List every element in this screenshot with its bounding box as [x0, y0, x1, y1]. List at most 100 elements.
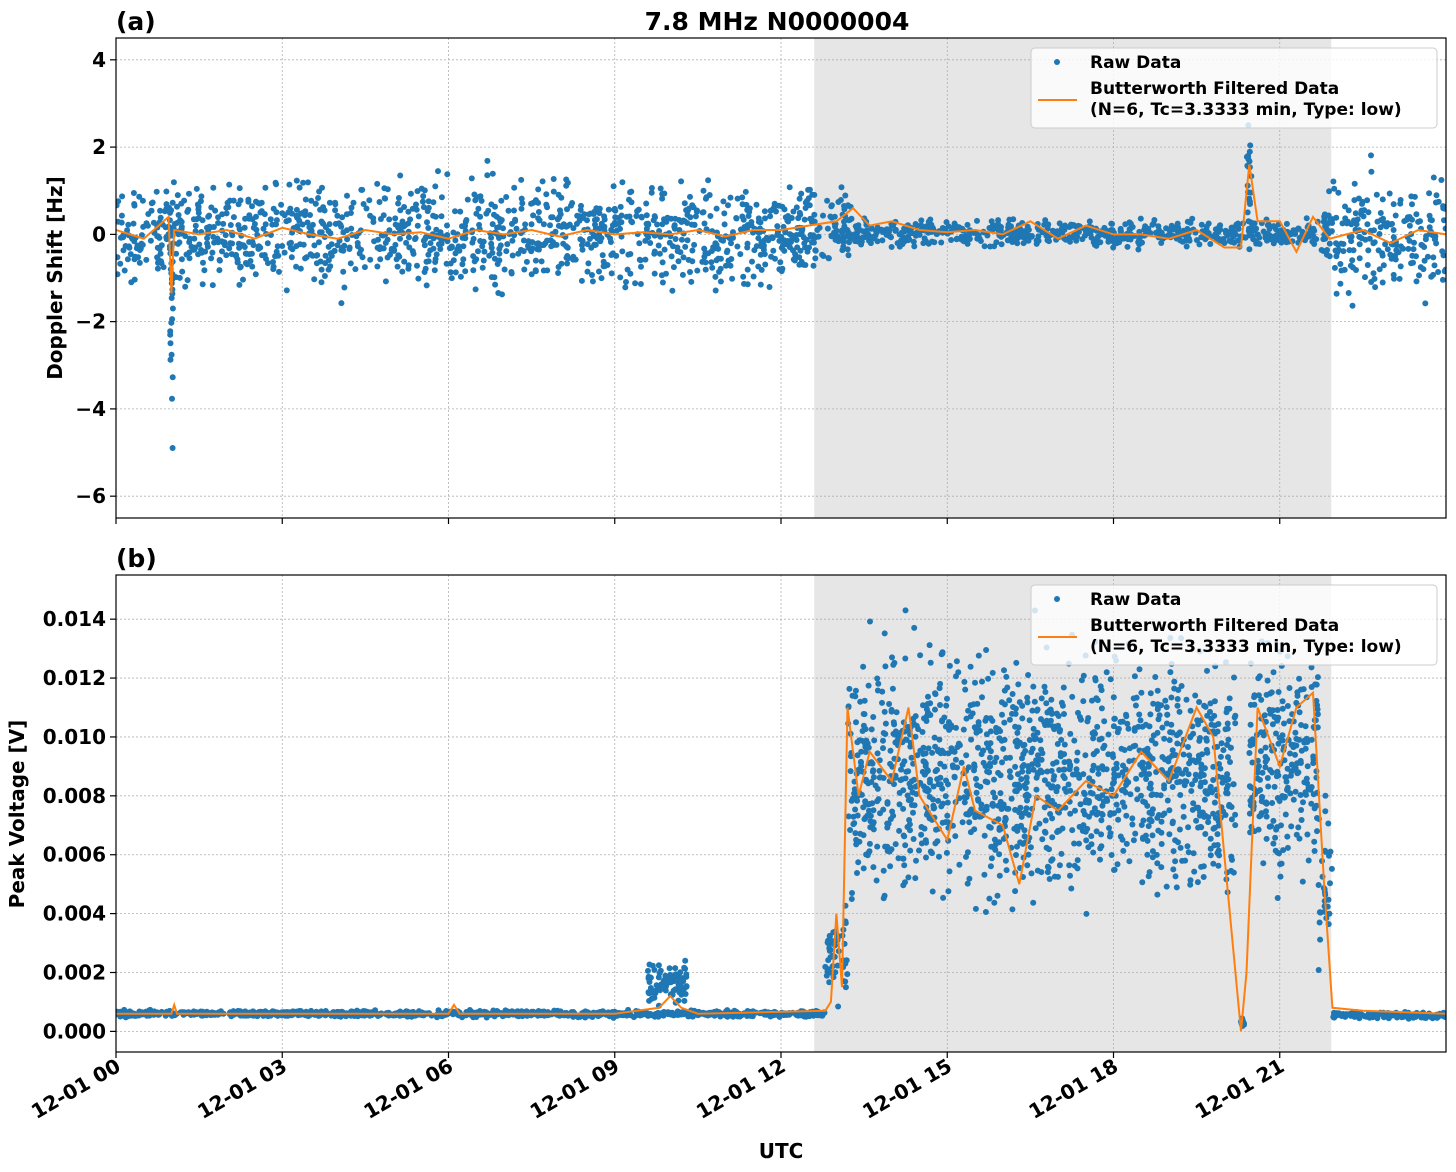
- raw-data-point: [1310, 791, 1317, 798]
- raw-data-point: [386, 216, 393, 223]
- raw-data-point: [405, 208, 412, 215]
- raw-data-point: [527, 245, 534, 252]
- raw-data-point: [664, 214, 671, 221]
- raw-data-point: [956, 861, 963, 868]
- raw-data-point: [1338, 267, 1345, 274]
- raw-data-point: [1365, 247, 1372, 254]
- y-tick-label: 0.000: [43, 1019, 106, 1043]
- raw-data-point: [1056, 862, 1063, 869]
- raw-data-point: [407, 216, 414, 223]
- raw-data-point: [1294, 692, 1301, 699]
- raw-data-point: [944, 799, 951, 806]
- raw-data-point: [1379, 252, 1386, 259]
- raw-data-point: [1373, 191, 1380, 198]
- raw-data-point: [313, 260, 320, 267]
- raw-data-point: [847, 768, 854, 775]
- raw-data-point: [1258, 696, 1265, 703]
- raw-data-point: [1154, 860, 1161, 867]
- raw-data-point: [1314, 702, 1321, 709]
- raw-data-point: [625, 251, 632, 258]
- raw-data-point: [262, 221, 269, 228]
- raw-data-point: [675, 258, 682, 265]
- raw-data-point: [1013, 659, 1020, 666]
- raw-data-point: [1284, 703, 1291, 709]
- raw-data-point: [1276, 734, 1283, 741]
- raw-data-point: [1197, 823, 1204, 830]
- raw-data-point: [862, 749, 869, 755]
- raw-data-point: [1156, 712, 1163, 719]
- raw-data-point: [1169, 784, 1176, 790]
- raw-data-point: [655, 962, 662, 969]
- raw-data-point: [1130, 695, 1137, 702]
- panel-b-voltage: (b) Peak Voltage [V] UTC 12-01 00 12-01 0…: [5, 544, 1447, 1163]
- raw-data-point: [452, 208, 458, 215]
- raw-data-point: [905, 797, 912, 804]
- raw-data-point: [913, 791, 920, 797]
- raw-data-point: [143, 256, 150, 263]
- raw-data-point: [252, 271, 259, 278]
- raw-data-point: [623, 213, 630, 220]
- raw-data-point: [715, 255, 722, 262]
- raw-data-point: [1057, 753, 1064, 760]
- raw-data-point: [646, 997, 653, 1004]
- raw-data-point: [1026, 717, 1033, 724]
- raw-data-point: [1349, 302, 1356, 309]
- raw-data-point: [945, 750, 952, 757]
- raw-data-point: [470, 267, 477, 274]
- raw-data-point: [1435, 198, 1442, 205]
- raw-data-point: [1254, 775, 1261, 782]
- raw-data-point: [997, 790, 1004, 797]
- raw-data-point: [443, 260, 450, 267]
- raw-data-point: [1176, 708, 1183, 715]
- raw-data-point: [1136, 711, 1143, 718]
- raw-data-point: [194, 201, 201, 208]
- raw-data-point: [671, 225, 678, 232]
- raw-data-point: [1283, 774, 1290, 781]
- raw-data-point: [888, 706, 895, 713]
- raw-data-point: [927, 659, 934, 666]
- raw-data-point: [1224, 725, 1231, 732]
- raw-data-point: [900, 855, 907, 862]
- raw-data-point: [1015, 781, 1022, 788]
- raw-data-point: [1422, 236, 1429, 243]
- raw-data-point: [1210, 777, 1217, 783]
- raw-data-point: [484, 172, 491, 179]
- raw-data-point: [1107, 830, 1114, 837]
- raw-data-point: [654, 221, 661, 228]
- raw-data-point: [1207, 835, 1214, 842]
- raw-data-point: [1124, 720, 1131, 727]
- raw-data-point: [421, 269, 428, 275]
- raw-data-point: [1348, 221, 1355, 228]
- raw-data-point: [1074, 857, 1081, 864]
- raw-data-point: [1072, 771, 1079, 778]
- raw-data-point: [216, 257, 223, 264]
- raw-data-point: [1198, 221, 1205, 228]
- raw-data-point: [1005, 805, 1012, 812]
- raw-data-point: [767, 213, 774, 220]
- raw-data-point: [570, 225, 577, 232]
- raw-data-point: [444, 171, 451, 178]
- raw-data-point: [973, 775, 979, 782]
- raw-data-point: [657, 1010, 664, 1017]
- raw-data-point: [286, 240, 293, 247]
- raw-data-point: [874, 238, 881, 245]
- raw-data-point: [712, 273, 719, 280]
- raw-data-point: [854, 870, 860, 876]
- raw-data-point: [1023, 779, 1030, 786]
- raw-data-point: [842, 920, 849, 927]
- raw-data-point: [1332, 247, 1339, 254]
- raw-data-point: [1105, 238, 1112, 245]
- raw-data-point: [1187, 881, 1194, 888]
- raw-data-point: [1246, 158, 1253, 165]
- y-axis-label-a: Doppler Shift [Hz]: [43, 176, 67, 380]
- raw-data-point: [1074, 749, 1081, 756]
- raw-data-point: [997, 802, 1004, 809]
- raw-data-point: [1002, 816, 1009, 823]
- raw-data-point: [1287, 772, 1294, 779]
- raw-data-point: [511, 184, 518, 191]
- raw-data-point: [1324, 226, 1331, 233]
- raw-data-point: [557, 207, 563, 214]
- raw-data-point: [828, 203, 835, 210]
- raw-data-point: [1108, 852, 1115, 858]
- raw-data-point: [744, 266, 751, 273]
